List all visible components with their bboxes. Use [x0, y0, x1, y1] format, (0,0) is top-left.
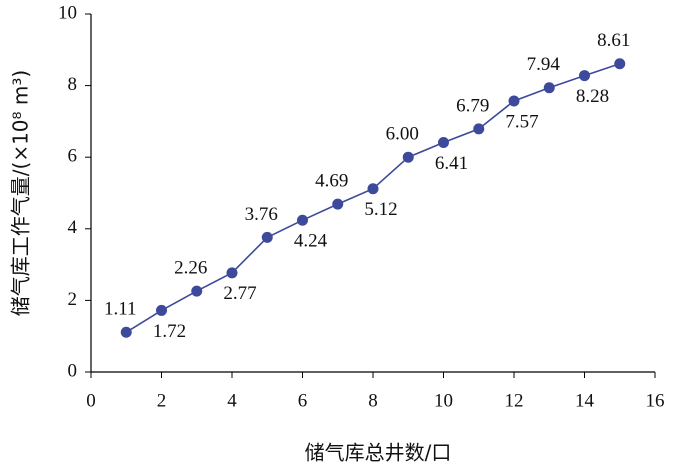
y-tick-label: 2 — [68, 289, 78, 310]
x-tick-label: 6 — [298, 390, 308, 411]
data-label: 3.76 — [245, 204, 278, 225]
data-point — [473, 123, 485, 135]
data-label: 6.79 — [456, 95, 489, 116]
data-label: 8.28 — [576, 86, 609, 107]
data-label: 6.00 — [386, 124, 419, 145]
y-tick-label: 0 — [68, 360, 78, 381]
data-point — [402, 151, 414, 163]
x-tick-label: 2 — [157, 390, 167, 411]
data-point — [367, 183, 379, 195]
x-tick-label: 14 — [575, 390, 595, 411]
data-point — [332, 198, 344, 210]
data-point — [579, 70, 590, 82]
data-point — [508, 95, 520, 107]
y-tick-label: 10 — [58, 2, 77, 23]
data-point — [191, 285, 203, 297]
x-tick-label: 8 — [368, 390, 378, 411]
data-label: 1.72 — [153, 321, 186, 342]
y-tick-label: 4 — [68, 217, 78, 238]
y-axis-title: 储气库工作气量/(×10⁸ m³) — [9, 70, 33, 316]
x-tick-label: 0 — [86, 390, 96, 411]
data-point — [297, 214, 308, 226]
data-label: 7.94 — [527, 54, 561, 75]
x-tick-label: 12 — [505, 390, 524, 411]
x-tick-label: 10 — [434, 390, 453, 411]
data-point — [226, 267, 238, 279]
data-label: 2.26 — [174, 257, 207, 278]
x-tick-label: 4 — [227, 390, 237, 411]
x-axis-title: 储气库总井数/口 — [305, 441, 452, 465]
data-label: 4.69 — [315, 170, 348, 191]
data-point — [120, 326, 132, 338]
data-label: 1.11 — [104, 299, 137, 320]
data-label: 2.77 — [223, 283, 256, 304]
data-point — [156, 304, 167, 316]
data-label: 4.24 — [294, 231, 328, 252]
data-point — [543, 82, 555, 94]
y-tick-label: 6 — [68, 146, 78, 167]
data-point — [438, 137, 449, 149]
data-label: 8.61 — [597, 30, 630, 51]
y-tick-label: 8 — [68, 74, 78, 95]
data-point — [261, 231, 273, 243]
data-label: 5.12 — [364, 199, 397, 220]
x-tick-label: 16 — [646, 390, 665, 411]
data-label: 6.41 — [435, 153, 468, 174]
data-point — [614, 58, 626, 70]
data-label: 7.57 — [505, 111, 538, 132]
